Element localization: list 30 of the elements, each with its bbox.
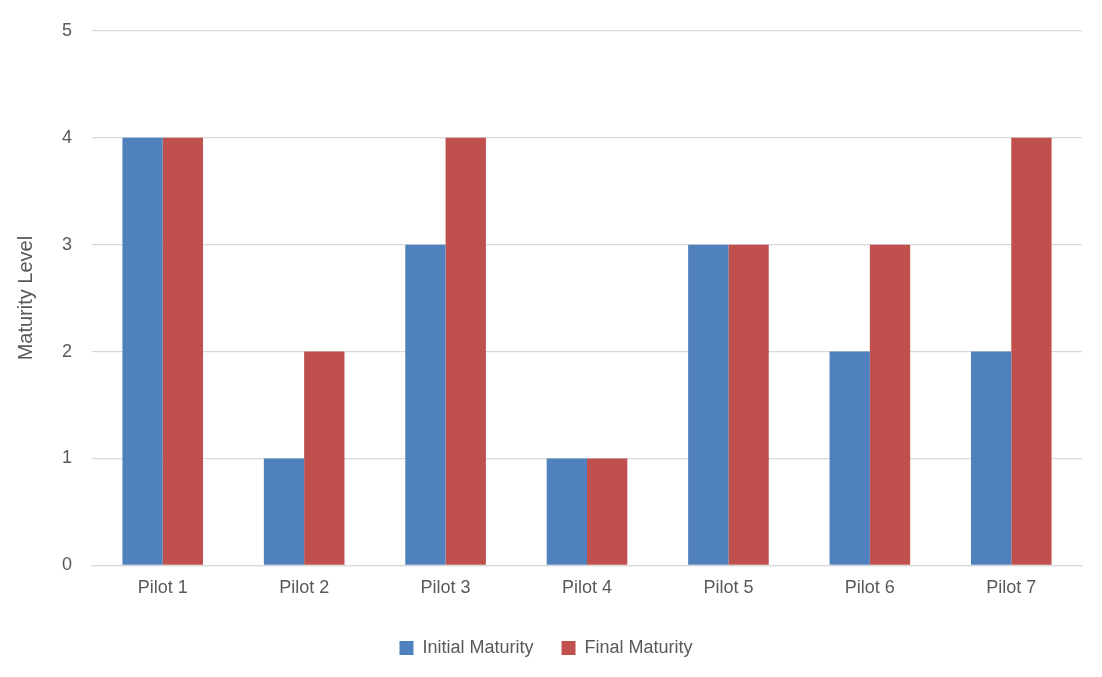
x-tick-label: Pilot 4 bbox=[561, 577, 613, 598]
y-tick-label: 1 bbox=[62, 447, 73, 468]
y-tick-label: 4 bbox=[62, 126, 73, 147]
x-tick-label: Pilot 6 bbox=[844, 577, 895, 598]
y-tick-label: 5 bbox=[62, 19, 73, 40]
bar bbox=[405, 244, 446, 565]
x-tick-label: Pilot 3 bbox=[420, 577, 471, 598]
bar bbox=[122, 137, 163, 565]
bar bbox=[869, 244, 911, 565]
y-axis-title: Maturity Level bbox=[13, 235, 36, 361]
bar bbox=[263, 458, 305, 565]
legend-label: Initial Maturity bbox=[422, 636, 534, 657]
bar bbox=[587, 458, 628, 565]
bar bbox=[162, 137, 204, 565]
x-tick-label: Pilot 2 bbox=[279, 577, 330, 598]
bar bbox=[1011, 137, 1052, 565]
bar bbox=[970, 351, 1012, 565]
y-tick-label: 0 bbox=[62, 554, 73, 575]
y-tick-label: 2 bbox=[62, 340, 73, 361]
x-tick-label: Pilot 5 bbox=[703, 577, 754, 598]
y-tick-label: 3 bbox=[62, 233, 73, 254]
legend-label: Final Maturity bbox=[584, 636, 693, 657]
x-tick-label: Pilot 7 bbox=[986, 577, 1037, 598]
bar bbox=[445, 137, 486, 565]
bar bbox=[688, 244, 729, 565]
bar bbox=[304, 351, 345, 565]
x-tick-label: Pilot 1 bbox=[137, 577, 188, 598]
bar bbox=[728, 244, 769, 565]
bar bbox=[829, 351, 870, 565]
bar bbox=[546, 458, 588, 565]
